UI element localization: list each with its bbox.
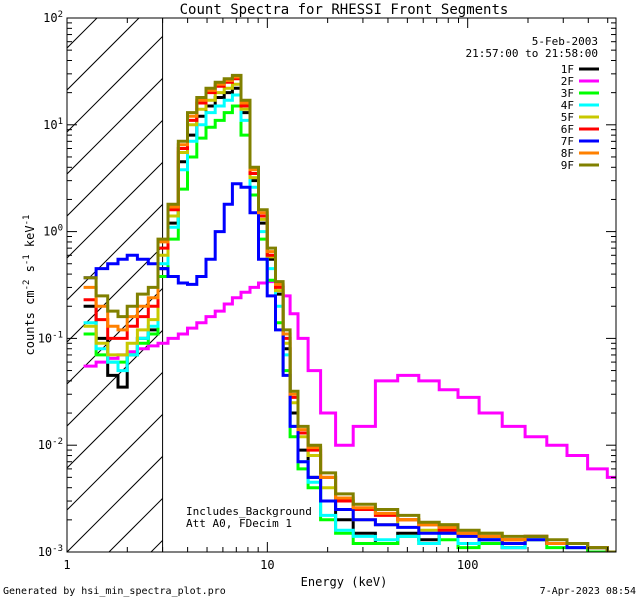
plot-frame <box>66 17 617 553</box>
y-tick-label: 10-2 <box>38 437 63 452</box>
x-tick-labels: 1 10 100 <box>63 558 478 572</box>
legend-label: 3F <box>561 87 574 100</box>
legend-label: 2F <box>561 75 574 88</box>
x-axis-label: Energy (keV) <box>301 575 388 589</box>
legend-label: 5F <box>561 111 574 124</box>
chart-title: Count Spectra for RHESSI Front Segments <box>180 2 509 18</box>
date-annotation: 5-Feb-2003 <box>532 35 598 48</box>
x-tick-label: 10 <box>260 558 274 572</box>
y-axis-label: counts cm-2 s-1 keV-1 <box>22 215 37 356</box>
axis-ticks <box>66 17 616 553</box>
background-note: Includes_Background <box>186 505 312 518</box>
time-range-annotation: 21:57:00 to 21:58:00 <box>466 47 598 60</box>
legend-label: 1F <box>561 63 574 76</box>
y-tick-label: 102 <box>43 10 63 25</box>
hatch-line <box>67 18 182 133</box>
x-tick-label: 1 <box>63 558 70 572</box>
hatch-line <box>67 18 140 91</box>
y-tick-label: 100 <box>43 224 63 239</box>
legend-label: 4F <box>561 99 574 112</box>
x-tick-label: 100 <box>457 558 479 572</box>
series-layer <box>83 73 616 552</box>
legend-label: 8F <box>561 147 574 160</box>
y-tick-label: 10-1 <box>38 330 63 345</box>
legend-label: 6F <box>561 123 574 136</box>
attenuator-note: Att A0, FDecim 1 <box>186 517 292 530</box>
generated-by: Generated by hsi_min_spectra_plot.pro <box>3 586 226 597</box>
legend-label: 9F <box>561 159 574 172</box>
hatch-mask <box>162 18 616 552</box>
hatch-line <box>612 548 616 552</box>
y-tick-label: 10-3 <box>38 544 63 559</box>
legend-label: 7F <box>561 135 574 148</box>
y-tick-labels: 10-3 10-2 10-1 100 101 102 <box>38 10 63 559</box>
footer-timestamp: 7-Apr-2023 08:54 <box>540 586 636 597</box>
series-line-9f <box>83 73 616 552</box>
y-tick-label: 101 <box>43 117 63 132</box>
